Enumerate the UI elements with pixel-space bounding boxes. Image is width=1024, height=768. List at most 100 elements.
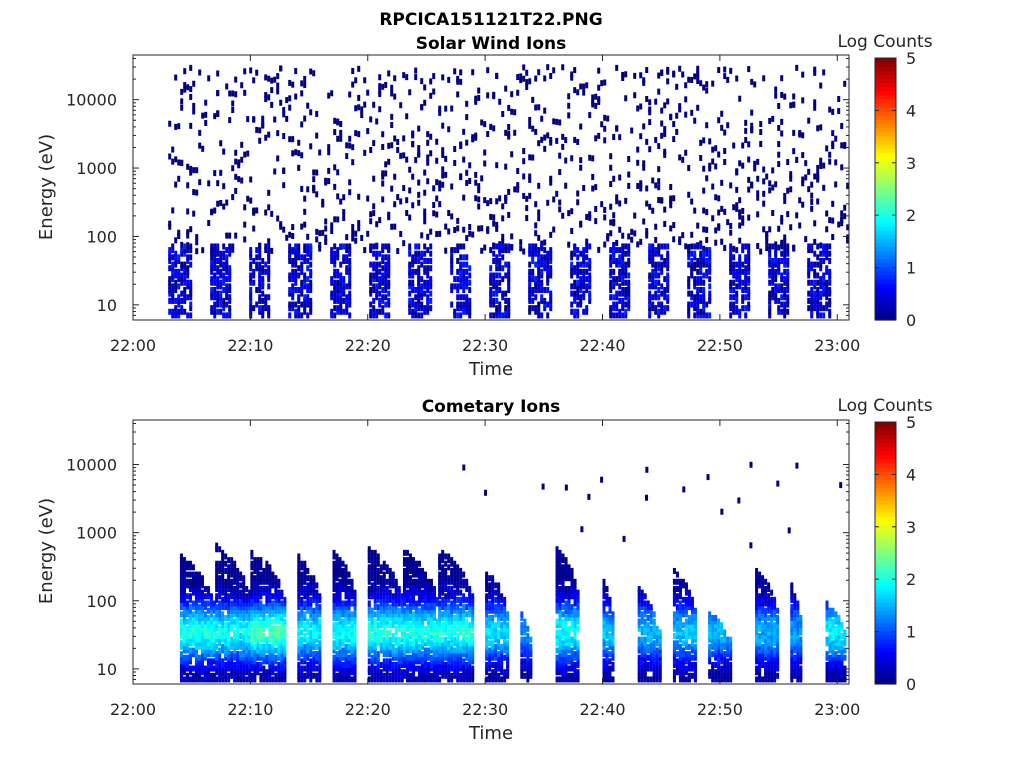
heatmap-cell: [729, 283, 733, 290]
heatmap-cell: [309, 643, 313, 650]
heatmap-cell: [385, 596, 389, 603]
heatmap-cell: [411, 596, 415, 603]
heatmap-cell: [382, 672, 386, 679]
heatmap-cell: [391, 578, 395, 585]
heatmap-cell: [225, 312, 229, 319]
heatmap-cell: [242, 643, 246, 650]
heatmap-cell: [219, 254, 223, 261]
heatmap-cell: [344, 589, 348, 596]
heatmap-cell: [294, 93, 298, 100]
heatmap-cell: [183, 297, 187, 304]
colorbar-swatch: [875, 74, 896, 80]
heatmap-cell: [366, 195, 370, 202]
heatmap-cell: [585, 238, 589, 245]
heatmap-cell: [255, 261, 259, 268]
heatmap-cell: [438, 643, 442, 650]
heatmap-cell: [379, 600, 383, 607]
heatmap-cell: [391, 604, 395, 611]
heatmap-cell: [723, 147, 727, 154]
heatmap-cell: [379, 575, 383, 582]
heatmap-cell: [336, 268, 340, 275]
heatmap-cell: [240, 156, 244, 163]
heatmap-cell: [378, 250, 382, 257]
heatmap-cell: [350, 629, 354, 636]
heatmap-cell: [373, 636, 377, 643]
heatmap-cell: [333, 287, 337, 294]
heatmap-cell: [219, 272, 223, 279]
heatmap-cell: [372, 312, 376, 319]
heatmap-cell: [388, 614, 392, 621]
heatmap-cell: [350, 625, 354, 632]
heatmap-cell: [333, 257, 337, 264]
heatmap-cell: [396, 146, 400, 153]
heatmap-cell: [188, 629, 192, 636]
heatmap-cell: [288, 231, 292, 238]
heatmap-cell: [666, 261, 670, 268]
heatmap-cell: [648, 312, 652, 319]
heatmap-cell: [534, 305, 538, 312]
heatmap-cell: [248, 640, 252, 647]
heatmap-cell: [411, 600, 415, 607]
heatmap-cell: [336, 308, 340, 315]
heatmap-cell: [645, 138, 649, 145]
heatmap-cell: [687, 244, 691, 251]
heatmap-cell: [327, 149, 331, 156]
heatmap-cell: [654, 290, 658, 297]
heatmap-cell: [549, 265, 553, 272]
heatmap-cell: [429, 643, 433, 650]
heatmap-cell: [696, 243, 700, 250]
heatmap-cell: [387, 268, 391, 275]
heatmap-cell: [391, 571, 395, 578]
heatmap-cell: [382, 600, 386, 607]
heatmap-cell: [330, 250, 334, 257]
heatmap-cell: [438, 665, 442, 672]
heatmap-cell: [225, 83, 229, 90]
heatmap-cell: [498, 272, 502, 279]
heatmap-cell: [612, 312, 616, 319]
heatmap-cell: [687, 76, 691, 83]
heatmap-cell: [378, 217, 382, 224]
y-tick-label: 10: [97, 296, 117, 315]
heatmap-cell: [438, 557, 442, 564]
heatmap-cell: [213, 243, 217, 250]
heatmap-cell: [675, 112, 679, 119]
heatmap-cell: [576, 247, 580, 254]
heatmap-cell: [335, 589, 339, 596]
heatmap-cell: [408, 633, 412, 640]
heatmap-cell: [332, 611, 336, 618]
heatmap-cell: [312, 636, 316, 643]
heatmap-cell: [318, 658, 322, 665]
heatmap-cell: [528, 272, 532, 279]
heatmap-cell: [300, 600, 304, 607]
heatmap-cell: [341, 571, 345, 578]
heatmap-cell: [253, 589, 257, 596]
heatmap-cell: [259, 578, 263, 585]
heatmap-cell: [402, 72, 406, 79]
heatmap-cell: [585, 82, 589, 89]
heatmap-cell: [408, 661, 412, 668]
heatmap-cell: [411, 654, 415, 661]
heatmap-cell: [256, 589, 260, 596]
heatmap-cell: [335, 665, 339, 672]
heatmap-cell: [197, 611, 201, 618]
heatmap-cell: [690, 290, 694, 297]
heatmap-cell: [236, 604, 240, 611]
heatmap-cell: [249, 297, 253, 304]
heatmap-cell: [188, 607, 192, 614]
heatmap-cell: [336, 294, 340, 301]
heatmap-cell: [783, 305, 787, 312]
heatmap-cell: [303, 308, 307, 315]
heatmap-cell: [212, 618, 216, 625]
heatmap-cell: [522, 75, 526, 82]
heatmap-cell: [369, 243, 373, 250]
heatmap-cell: [489, 123, 493, 130]
heatmap-cell: [315, 593, 319, 600]
heatmap-cell: [474, 179, 478, 186]
heatmap-cell: [274, 629, 278, 636]
heatmap-cell: [807, 243, 811, 250]
heatmap-cell: [385, 629, 389, 636]
heatmap-cell: [382, 629, 386, 636]
colorbar-tick-label: 1: [906, 259, 916, 278]
heatmap-cell: [612, 257, 616, 264]
heatmap-cell: [609, 268, 613, 275]
